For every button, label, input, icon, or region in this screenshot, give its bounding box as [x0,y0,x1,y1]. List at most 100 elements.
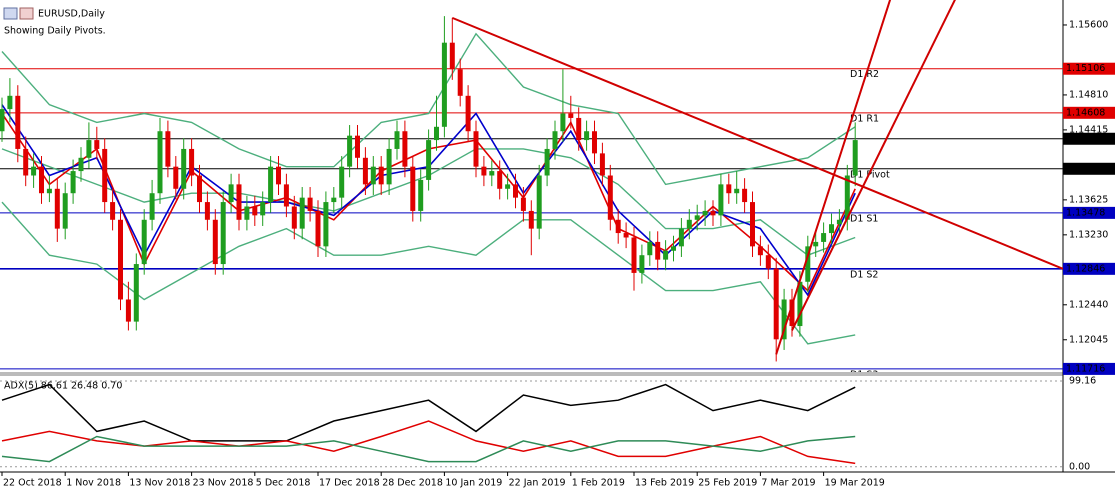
level-box [1063,362,1115,375]
candle-body [520,197,526,211]
candle-body [228,184,234,203]
candle-body [655,241,661,260]
candle-body [528,210,534,229]
pivot-level-name: D1 R1 [850,113,879,124]
candle-body [347,135,353,167]
candle-body [378,166,384,185]
candle-body [844,175,850,220]
candle-body [639,255,645,273]
pivot-level-name: D1 Pivot [850,169,890,180]
candle-body [702,210,708,216]
x-tick-label: 7 Mar 2019 [761,478,815,489]
candle-body [62,193,68,229]
candle-body [299,197,305,229]
candle-body [465,95,471,132]
candle-body [15,95,21,149]
candle-body [623,233,629,238]
candle-body [829,224,834,234]
candle-body [70,171,76,194]
candle-body [181,148,187,189]
candle-body [31,166,37,176]
level-box [1063,106,1115,119]
candle-body [370,166,376,185]
pane-separator [0,372,1063,376]
candle-body [141,219,147,265]
x-tick-label: 10 Jan 2019 [445,478,502,489]
candle-body [339,166,345,198]
chart-title: EURUSD,Daily [38,9,105,20]
trendline [451,16,1063,270]
candle-body [821,233,827,242]
candle-body [544,148,550,176]
candle-body [592,131,597,154]
adx-tick-label: 0.00 [1069,461,1090,472]
candle-body [852,140,858,176]
pivot-level-name: D1 R2 [850,69,879,80]
candle-body [599,153,605,176]
candle-body [765,255,771,269]
x-tick-label: 13 Feb 2019 [635,478,694,489]
candle-body [212,219,218,265]
candle-body [607,175,613,220]
candle-body [110,202,116,220]
indicator-line [1,201,856,345]
candle-body [102,148,108,203]
x-tick-label: 25 Feb 2019 [698,478,757,489]
candle-body [54,188,60,229]
candle-body [315,210,321,247]
candle-body [189,148,195,176]
candle-body [734,188,740,194]
candle-body [505,184,511,189]
candle-body [678,228,684,247]
y-tick-label: 1.14810 [1069,89,1108,100]
level-label: 1.12846 [1066,263,1105,274]
candle-body [220,202,226,265]
level-box [1063,262,1115,275]
candle-body [449,42,455,70]
pivot-level-name: D1 S1 [850,213,878,224]
candle-body [805,246,811,282]
adx-title: ADX(5) 86.61 26.48 0.70 [4,381,122,392]
price-pane: D1 R2 D1 R1 D1 Pivot D1 S1 D1 S2 D1 S3 [0,0,1063,372]
candle-body [86,140,92,158]
last-price-label: 1.14315 [1066,133,1105,144]
candle-body [426,140,432,180]
x-tick-label: 23 Nov 2018 [193,478,254,489]
candle-body [244,206,250,220]
x-tick-label: 5 Dec 2018 [256,478,311,489]
chart-subtitle: Showing Daily Pivots. [4,26,106,37]
candle-body [813,241,819,247]
candle-body [781,299,787,340]
candle-body [39,166,44,194]
adx-line [1,383,856,442]
candle-body [125,299,131,322]
x-tick-label: 1 Nov 2018 [66,478,121,489]
candle-body [165,131,171,167]
level-label: 1.13976 [1066,163,1105,174]
candle-body [726,184,732,194]
candle-body [513,184,518,198]
level-label: 1.13478 [1066,207,1105,218]
x-tick-label: 19 Mar 2019 [825,478,885,489]
candle-body [7,95,13,110]
candle-body [836,219,842,225]
candle-body [173,166,179,189]
candle-body [797,281,803,327]
x-tick-label: 1 Feb 2019 [572,478,625,489]
y-tick-label: 1.13230 [1069,229,1108,240]
candle-body [118,219,123,300]
y-tick-label: 1.12045 [1069,334,1108,345]
level-box [1063,162,1115,175]
candle-body [710,210,716,216]
adx-line [1,435,856,463]
level-label: 1.15106 [1066,63,1105,74]
candle-body [750,202,755,247]
candle-body [481,166,487,176]
candle-body [742,188,748,203]
y-tick-label: 1.14415 [1069,124,1108,135]
candle-body [560,113,566,132]
candle-body [276,166,281,185]
y-tick-label: 1.15600 [1069,19,1108,30]
